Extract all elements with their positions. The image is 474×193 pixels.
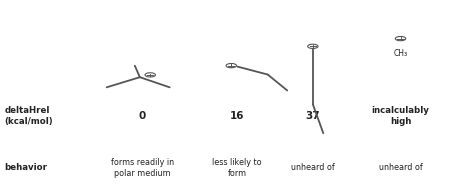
Text: unheard of: unheard of [379,163,422,172]
Text: deltaHrel
(kcal/mol): deltaHrel (kcal/mol) [5,106,54,126]
Text: forms readily in
polar medium: forms readily in polar medium [110,158,174,178]
Text: incalculably
high: incalculably high [372,106,429,126]
Text: behavior: behavior [5,163,48,172]
Text: unheard of: unheard of [291,163,335,172]
Text: CH₃: CH₃ [393,49,408,58]
Text: 16: 16 [230,111,244,121]
Text: less likely to
form: less likely to form [212,158,262,178]
Text: 0: 0 [138,111,146,121]
Text: 37: 37 [306,111,320,121]
